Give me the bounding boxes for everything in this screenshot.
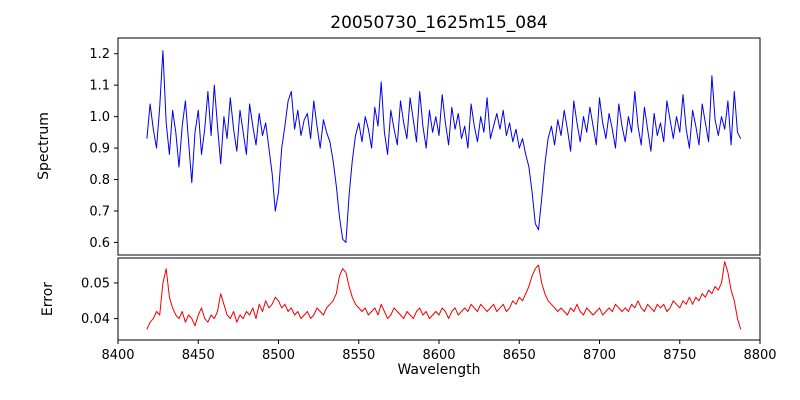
x-tick-label: 8500: [262, 348, 295, 363]
x-tick-label: 8450: [182, 348, 215, 363]
x-tick-label: 8800: [743, 348, 776, 363]
error-plot-area: [146, 261, 742, 330]
spectrum-y-tick-label: 0.9: [89, 142, 110, 157]
error-y-axis-label: Error: [40, 282, 56, 316]
error-y-tick-label: 0.04: [81, 312, 110, 327]
spectrum-y-tick-label: 0.8: [89, 173, 110, 188]
spectrum-y-tick-label: 1.2: [89, 47, 110, 62]
error-line: [146, 261, 742, 330]
error-axes-frame: [117, 257, 761, 341]
spectrum-y-axis-label: Spectrum: [36, 112, 52, 180]
spectrum-plot-area: [146, 50, 742, 243]
x-tick-label: 8400: [101, 348, 134, 363]
spectrum-y-tick-label: 1.0: [89, 110, 110, 125]
spectrum-y-tick-label: 0.6: [89, 236, 110, 251]
spectrum-line: [146, 50, 742, 243]
x-tick-label: 8600: [422, 348, 455, 363]
chart-title: 20050730_1625m15_084: [330, 13, 547, 33]
x-tick-label: 8550: [342, 348, 375, 363]
axes-decorations: 0.6 0.7 0.8 0.9 1.0 1.1 1.2 0.04 0.05 8400 8450 850…: [81, 37, 777, 363]
x-tick-label: 8650: [503, 348, 536, 363]
spectrum-y-tick-label: 1.1: [89, 79, 110, 94]
error-y-tick-label: 0.05: [81, 276, 110, 291]
x-tick-label: 8700: [583, 348, 616, 363]
x-tick-label: 8750: [663, 348, 696, 363]
x-axis-label: Wavelength: [397, 362, 480, 378]
spectrum-y-tick-label: 0.7: [89, 204, 110, 219]
spectrum-axes-frame: [117, 37, 761, 256]
